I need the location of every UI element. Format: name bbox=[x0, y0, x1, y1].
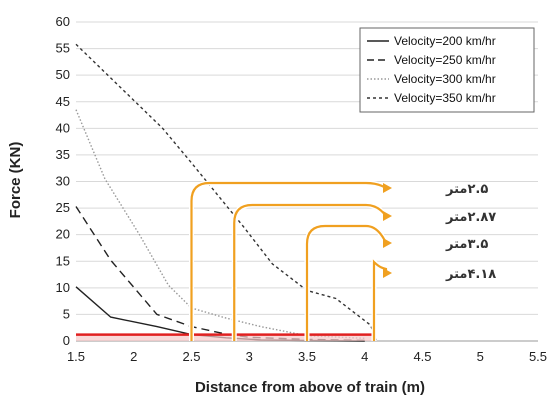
series-line-4 bbox=[75, 43, 377, 341]
annotation-label: ۴.۱۸متر bbox=[445, 267, 496, 282]
arrowhead-icon bbox=[383, 211, 392, 221]
x-axis-title: Distance from above of train (m) bbox=[195, 379, 425, 396]
arrowhead-icon bbox=[383, 238, 392, 248]
y-tick-label: 55 bbox=[56, 41, 70, 56]
y-axis-title: Force (KN) bbox=[7, 142, 24, 219]
y-tick-label: 0 bbox=[63, 333, 70, 348]
x-axis: 1.5 2 2.5 3 3.5 4 4.5 5 5.5 bbox=[67, 340, 547, 364]
x-tick-label: 5 bbox=[477, 349, 484, 364]
baseline-group bbox=[76, 333, 377, 341]
annotation-group: ۲.۵متر ۲.۸۷متر ۳.۵متر ۴.۱۸متر bbox=[189, 180, 496, 341]
baseline-band bbox=[76, 333, 377, 341]
x-tick-label: 1.5 bbox=[67, 349, 85, 364]
x-tick-label: 3 bbox=[246, 349, 253, 364]
arrowhead-icon bbox=[383, 268, 392, 278]
annotation-label: ۲.۸۷متر bbox=[445, 210, 496, 225]
legend-box bbox=[359, 27, 535, 113]
annotation-label: ۲.۵متر bbox=[445, 182, 488, 197]
annotation-arrow bbox=[233, 203, 387, 341]
y-tick-label: 45 bbox=[56, 94, 70, 109]
annotation-label: ۳.۵متر bbox=[445, 237, 488, 252]
x-tick-label: 3.5 bbox=[298, 349, 316, 364]
arrowhead-icon bbox=[383, 183, 392, 193]
y-tick-label: 25 bbox=[56, 200, 70, 215]
x-tick-label: 4 bbox=[361, 349, 368, 364]
annotation-arrow bbox=[372, 259, 388, 341]
x-tick-label: 2 bbox=[130, 349, 137, 364]
y-tick-label: 20 bbox=[56, 227, 70, 242]
series-group bbox=[75, 43, 377, 342]
y-axis: 0 5 10 15 20 25 30 35 40 45 50 55 60 bbox=[56, 14, 70, 348]
y-tick-label: 5 bbox=[63, 306, 70, 321]
y-tick-label: 15 bbox=[56, 253, 70, 268]
x-tick-label: 4.5 bbox=[413, 349, 431, 364]
x-tick-label: 2.5 bbox=[182, 349, 200, 364]
y-tick-label: 40 bbox=[56, 120, 70, 135]
y-tick-label: 10 bbox=[56, 280, 70, 295]
legend-label-200: Velocity=200 km/hr bbox=[394, 34, 496, 48]
annotation-arrow bbox=[305, 224, 387, 341]
legend-label-250: Velocity=250 km/hr bbox=[394, 53, 496, 67]
legend: Velocity=200 km/hr Velocity=250 km/hr Ve… bbox=[359, 27, 535, 113]
annotation-arrow bbox=[190, 181, 387, 341]
x-tick-label: 5.5 bbox=[529, 349, 547, 364]
y-tick-label: 60 bbox=[56, 14, 70, 29]
y-tick-label: 35 bbox=[56, 147, 70, 162]
legend-label-350: Velocity=350 km/hr bbox=[394, 91, 496, 105]
y-tick-label: 50 bbox=[56, 67, 70, 82]
legend-label-300: Velocity=300 km/hr bbox=[394, 72, 496, 86]
y-tick-label: 30 bbox=[56, 174, 70, 189]
